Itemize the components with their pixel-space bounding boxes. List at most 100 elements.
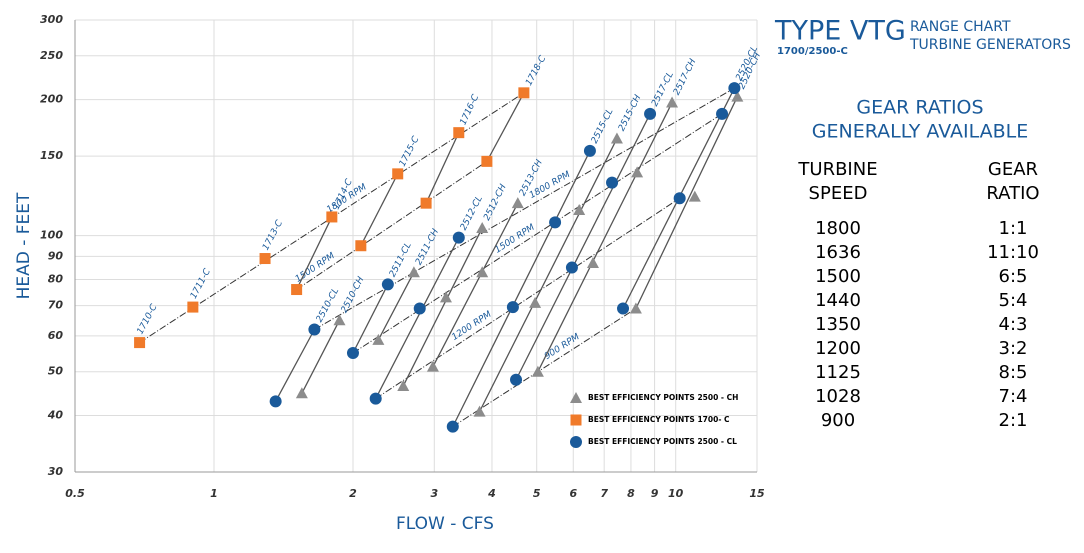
y-tick-label: 30 xyxy=(48,465,64,478)
legend-marker xyxy=(570,392,582,403)
x-tick-label: 6 xyxy=(569,487,577,500)
circle-marker xyxy=(549,216,562,229)
table-cell: 4:3 xyxy=(999,314,1028,335)
model-label: 2512-CH xyxy=(482,183,509,223)
table-cell: 1500 xyxy=(815,266,861,287)
circle-marker xyxy=(644,107,657,120)
circle-marker xyxy=(381,278,394,291)
model-line xyxy=(425,132,460,204)
circle-marker xyxy=(728,82,741,95)
point-label: 1710-C xyxy=(136,302,160,336)
model-line xyxy=(301,319,341,394)
x-tick-label: 9 xyxy=(651,487,659,500)
circle-marker xyxy=(269,395,282,408)
square-marker xyxy=(392,168,404,180)
y-tick-label: 200 xyxy=(40,93,63,106)
square-marker xyxy=(481,155,493,167)
circle-marker xyxy=(617,302,630,315)
model-line xyxy=(486,92,525,162)
circle-marker xyxy=(413,302,426,315)
triangle-marker xyxy=(610,132,623,144)
square-marker xyxy=(453,127,465,139)
circle-marker xyxy=(565,261,578,274)
rpm-line xyxy=(352,113,723,354)
y-tick-label: 80 xyxy=(48,272,64,285)
table-cell: 1440 xyxy=(815,290,861,311)
model-line xyxy=(360,173,399,247)
x-axis-label: FLOW - CFS xyxy=(396,514,494,534)
model-label: 2515-CL xyxy=(590,107,616,145)
model-label: 2511-CH xyxy=(414,227,441,267)
y-tick-label: 150 xyxy=(40,149,63,162)
triangle-marker xyxy=(397,379,410,391)
column-header: TURBINE xyxy=(797,159,877,180)
y-tick-label: 300 xyxy=(40,13,63,26)
rpm-line xyxy=(296,160,488,290)
triangle-marker xyxy=(666,96,679,108)
legend-label: BEST EFFICIENCY POINTS 1700- C xyxy=(588,415,730,424)
triangle-marker xyxy=(333,314,346,326)
panel-heading: RANGE CHART xyxy=(910,19,1011,35)
square-marker xyxy=(326,211,338,223)
circle-marker xyxy=(446,420,459,433)
legend-label: BEST EFFICIENCY POINTS 2500 - CL xyxy=(588,437,737,446)
circle-marker xyxy=(452,231,465,244)
triangle-marker xyxy=(476,266,489,278)
legend-marker xyxy=(570,414,582,426)
x-tick-label: 0.5 xyxy=(65,487,85,500)
panel-heading: TURBINE GENERATORS xyxy=(909,37,1071,53)
rpm-line xyxy=(314,87,735,330)
triangle-marker xyxy=(688,190,701,202)
y-axis-label: HEAD - FEET xyxy=(14,192,34,299)
square-marker xyxy=(355,240,367,252)
legend-marker xyxy=(570,436,582,448)
circle-marker xyxy=(506,301,519,314)
triangle-marker xyxy=(372,333,385,345)
table-cell: 1:1 xyxy=(999,218,1028,239)
triangle-marker xyxy=(586,256,599,268)
model-line xyxy=(452,150,591,427)
triangle-marker xyxy=(573,203,586,215)
gear-title: GENERALLY AVAILABLE xyxy=(812,121,1028,143)
model-label: 1715-C xyxy=(398,134,422,168)
triangle-marker xyxy=(407,266,420,278)
table-cell: 1350 xyxy=(815,314,861,335)
triangle-marker xyxy=(295,387,308,399)
circle-marker xyxy=(583,144,596,157)
point-label: 1713-C xyxy=(261,218,285,252)
table-cell: 1028 xyxy=(815,386,861,407)
triangle-marker xyxy=(631,166,644,178)
table-cell: 6:5 xyxy=(999,266,1028,287)
rpm-line xyxy=(452,308,637,428)
panel-title: TYPE VTG xyxy=(774,16,906,47)
circle-marker xyxy=(346,347,359,360)
table-cell: 7:4 xyxy=(999,386,1028,407)
model-line xyxy=(352,284,389,354)
triangle-marker xyxy=(473,405,486,417)
x-tick-label: 15 xyxy=(749,487,765,500)
triangle-marker xyxy=(476,221,489,233)
model-line xyxy=(275,329,315,402)
table-cell: 1636 xyxy=(815,242,861,263)
model-label: 2511-CL xyxy=(388,241,414,279)
y-tick-label: 100 xyxy=(40,229,63,242)
y-tick-label: 70 xyxy=(48,299,64,312)
table-cell: 1800 xyxy=(815,218,861,239)
column-header: SPEED xyxy=(809,183,868,204)
triangle-marker xyxy=(731,90,744,102)
triangle-marker xyxy=(629,302,642,314)
table-cell: 3:2 xyxy=(999,338,1028,359)
triangle-marker xyxy=(529,296,542,308)
model-line xyxy=(402,227,483,387)
x-tick-label: 4 xyxy=(487,487,496,500)
x-tick-label: 2 xyxy=(349,487,357,500)
circle-marker xyxy=(369,392,382,405)
triangle-marker xyxy=(426,360,439,372)
model-line xyxy=(478,138,618,412)
table-cell: 8:5 xyxy=(999,362,1028,383)
circle-marker xyxy=(510,373,523,386)
column-header: RATIO xyxy=(986,183,1039,204)
legend-label: BEST EFFICIENCY POINTS 2500 - CH xyxy=(588,393,738,402)
model-line xyxy=(377,271,415,341)
